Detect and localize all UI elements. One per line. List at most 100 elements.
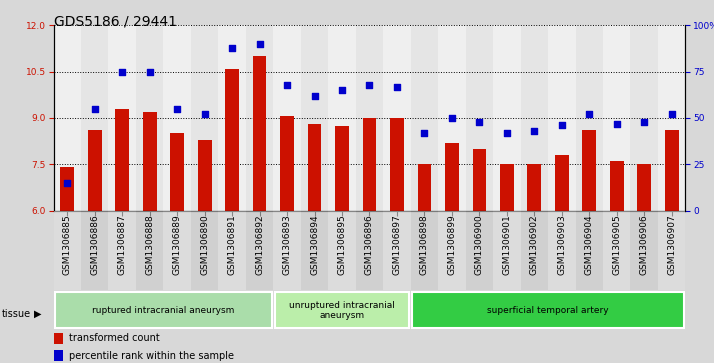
Point [501, 130, 513, 136]
Point [583, 111, 595, 117]
FancyBboxPatch shape [55, 293, 272, 328]
Text: GSM1306894: GSM1306894 [310, 215, 319, 275]
Bar [575, 211, 603, 290]
Point [89, 106, 101, 112]
Text: tissue: tissue [2, 309, 31, 319]
Bar [246, 211, 273, 290]
Point [556, 122, 568, 128]
Bar [246, 25, 273, 211]
Bar [665, 130, 678, 211]
Text: superficial temporal artery: superficial temporal artery [487, 306, 609, 315]
FancyBboxPatch shape [275, 293, 409, 328]
Bar [191, 211, 218, 290]
Bar [356, 25, 383, 211]
Bar [164, 211, 191, 290]
Point [144, 69, 156, 75]
Point [199, 111, 211, 117]
Text: GSM1306890: GSM1306890 [200, 215, 209, 275]
Text: GSM1306889: GSM1306889 [173, 215, 181, 275]
Bar [521, 211, 548, 290]
Point [611, 121, 623, 126]
Bar [109, 211, 136, 290]
Bar [548, 25, 575, 211]
Bar [555, 155, 568, 211]
Text: GSM1306886: GSM1306886 [90, 215, 99, 275]
Point [446, 115, 458, 121]
Point [336, 87, 348, 93]
Bar [575, 25, 603, 211]
Point [254, 41, 266, 47]
Text: GSM1306901: GSM1306901 [503, 215, 511, 275]
Bar [630, 25, 658, 211]
Bar [466, 25, 493, 211]
Point [116, 69, 128, 75]
Bar [603, 211, 630, 290]
Bar [548, 211, 575, 290]
Text: GSM1306905: GSM1306905 [613, 215, 621, 275]
FancyBboxPatch shape [412, 293, 684, 328]
Bar [383, 211, 411, 290]
Bar [466, 211, 493, 290]
Bar [363, 118, 376, 211]
Text: GSM1306899: GSM1306899 [448, 215, 456, 275]
Bar [301, 211, 328, 290]
Text: GSM1306906: GSM1306906 [640, 215, 649, 275]
Bar [136, 211, 164, 290]
Text: GSM1306896: GSM1306896 [365, 215, 374, 275]
Bar [521, 25, 548, 211]
Bar [438, 25, 466, 211]
Text: ▶: ▶ [34, 309, 42, 319]
Bar [280, 117, 294, 211]
Bar [61, 167, 74, 211]
Bar [136, 25, 164, 211]
Bar [356, 211, 383, 290]
Bar [81, 211, 109, 290]
Point [363, 82, 376, 87]
Text: GSM1306885: GSM1306885 [63, 215, 72, 275]
Text: GSM1306892: GSM1306892 [255, 215, 264, 275]
Point [281, 82, 293, 87]
Bar [88, 130, 101, 211]
Bar [603, 25, 630, 211]
Bar [225, 69, 239, 211]
Text: GSM1306891: GSM1306891 [228, 215, 236, 275]
Bar [383, 25, 411, 211]
Bar [54, 350, 63, 362]
Text: GSM1306904: GSM1306904 [585, 215, 594, 275]
Bar [411, 211, 438, 290]
Bar [198, 139, 211, 211]
Point [61, 180, 73, 186]
Bar [658, 25, 685, 211]
Text: GSM1306897: GSM1306897 [393, 215, 401, 275]
Bar [218, 211, 246, 290]
Bar [301, 25, 328, 211]
Bar [143, 112, 156, 211]
Bar [528, 164, 541, 211]
Bar [390, 118, 404, 211]
Point [226, 45, 238, 50]
Bar [253, 56, 266, 211]
Bar [493, 211, 521, 290]
Bar [583, 130, 596, 211]
Text: GSM1306907: GSM1306907 [667, 215, 676, 275]
Bar [308, 124, 321, 211]
Bar [335, 126, 349, 211]
Bar [54, 25, 81, 211]
Point [418, 130, 430, 136]
Bar [164, 25, 191, 211]
Bar [610, 161, 623, 211]
Bar [418, 164, 431, 211]
Text: transformed count: transformed count [69, 333, 160, 343]
Bar [328, 25, 356, 211]
Bar [438, 211, 466, 290]
Text: unruptured intracranial
aneurysm: unruptured intracranial aneurysm [289, 301, 395, 320]
Text: GSM1306900: GSM1306900 [475, 215, 484, 275]
Text: GSM1306893: GSM1306893 [283, 215, 291, 275]
Bar [445, 143, 459, 211]
Text: GSM1306902: GSM1306902 [530, 215, 539, 275]
Bar [493, 25, 521, 211]
Bar [191, 25, 218, 211]
Bar [81, 25, 109, 211]
Bar [273, 211, 301, 290]
Bar [116, 109, 129, 211]
